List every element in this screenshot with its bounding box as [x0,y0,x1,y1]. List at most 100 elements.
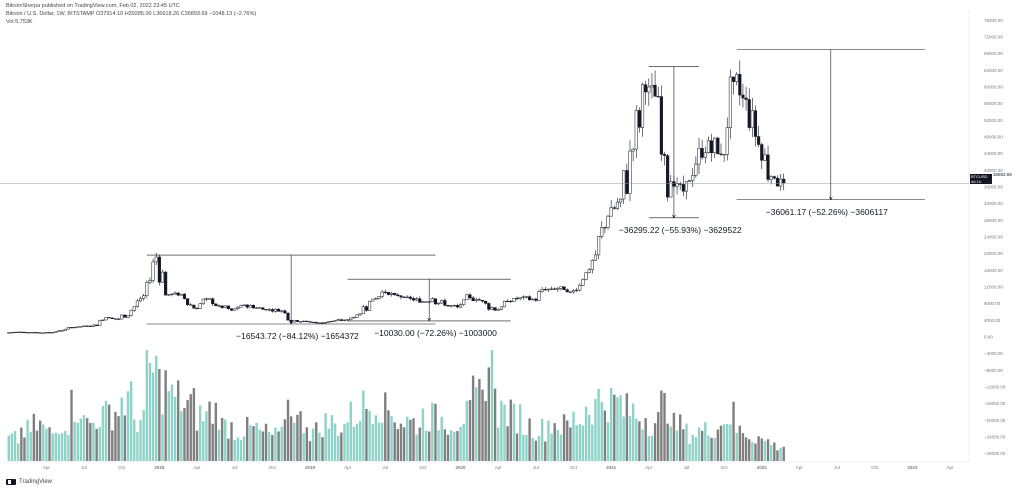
candle-body [173,292,177,295]
volume-bar [613,394,616,461]
x-tick-label: Jul [684,465,690,470]
volume-bar [497,427,500,461]
candle-body [625,170,629,194]
volume-bar [446,434,450,461]
candle-body [201,298,205,304]
volume-bar [98,427,101,461]
candle-body [408,296,412,299]
volume-bar [202,421,205,461]
volume-bar [484,401,487,461]
volume-bar [453,431,456,461]
volume-bar [252,426,255,461]
volume-bar [478,379,481,461]
volume-bar [707,435,710,461]
candle-body [735,74,739,82]
volume-bar [283,419,287,461]
x-tick-label: 2018 [154,465,165,470]
y-tick-label: 40000.00 [984,168,1003,173]
volume-bar [754,443,757,461]
price-label-value: 36893.69 [993,172,1012,177]
x-tick-label: Oct [118,465,126,470]
volume-bar [500,400,503,461]
candle-body [54,331,58,333]
volume-bar [691,434,694,461]
volume-bar [449,430,453,461]
candle-body [66,327,70,330]
candle-body [647,86,651,93]
y-tick-label: 8000.00 [984,301,1001,306]
y-tick-label: 28000.00 [984,218,1003,223]
candle-body [741,94,745,99]
volume-bar [368,410,371,461]
volume-bar [719,425,723,461]
volume-bar [129,381,133,461]
volume-bar [773,442,776,461]
candle-body [283,310,287,314]
candle-body [76,326,80,328]
volume-bar [227,438,230,461]
volume-bar [396,428,400,461]
candle-body [597,236,601,256]
y-tick-label: 72000.00 [984,35,1003,40]
candle-body [666,155,670,198]
volume-bar [305,427,309,461]
volume-bar [155,355,158,461]
candle-body [619,198,623,203]
volume-bar [139,420,142,461]
volume-bar [249,425,252,461]
volume-bar [434,403,437,461]
candle-body [399,295,403,298]
volume-bar [650,435,654,461]
volume-bar [299,411,302,461]
candle-body [195,308,199,310]
candle-body [650,85,654,88]
y-tick-label: 60000.00 [984,85,1003,90]
volume-bar [330,415,334,461]
volume-bar [748,439,751,461]
volume-bar [73,421,76,461]
candle-body [757,136,761,145]
volume-bar [35,430,39,461]
candle-body [364,306,368,311]
x-tick-label: Jul [382,465,388,470]
candle-body [267,309,271,311]
volume-bar [776,450,779,461]
candle-body [73,327,77,329]
volume-bar [726,424,729,461]
candle-body [88,325,92,327]
volume-bar [481,389,484,461]
candle-body [644,84,648,93]
candle-body [753,110,758,137]
volume-bar [475,387,478,461]
candle-body [270,309,274,312]
candle-body [355,314,359,318]
candle-body [22,331,27,334]
candle-body [424,301,428,303]
candle-body [772,176,776,179]
tradingview-brand[interactable]: TradingView [6,479,52,485]
candle-body [330,320,334,323]
volume-bar [641,429,644,461]
candle-body [418,298,422,303]
candle-body [251,305,256,309]
volume-bar [114,411,117,461]
candle-body [352,317,356,319]
candle-body [477,299,481,301]
volume-bar [333,423,337,461]
candle-body [69,327,74,329]
candle-body [170,293,174,295]
candle-body [694,163,698,176]
candle-body [142,295,146,299]
volume-bar [638,421,641,461]
candle-body [750,110,754,128]
candle-body [731,76,736,82]
volume-bar [644,418,647,461]
x-tick-label: 2019 [305,465,316,470]
volume-bar [355,423,359,461]
volume-bar [120,397,123,461]
candle-body [471,297,475,302]
volume-bar [437,430,440,461]
volume-bar [198,405,202,461]
volume-bar [704,422,707,461]
